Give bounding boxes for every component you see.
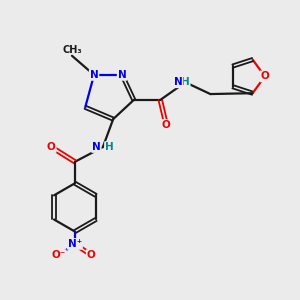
Text: N⁺: N⁺ [68, 239, 82, 249]
Text: N: N [118, 70, 126, 80]
Text: N: N [174, 77, 182, 87]
Text: N: N [92, 142, 101, 152]
Text: H: H [105, 142, 114, 152]
Text: O: O [260, 71, 269, 81]
Text: CH₃: CH₃ [62, 45, 82, 55]
Text: H: H [181, 77, 190, 87]
Text: O: O [47, 142, 56, 152]
Text: O: O [162, 120, 171, 130]
Text: O: O [87, 250, 95, 260]
Text: N: N [90, 70, 98, 80]
Text: O⁻: O⁻ [52, 250, 66, 260]
